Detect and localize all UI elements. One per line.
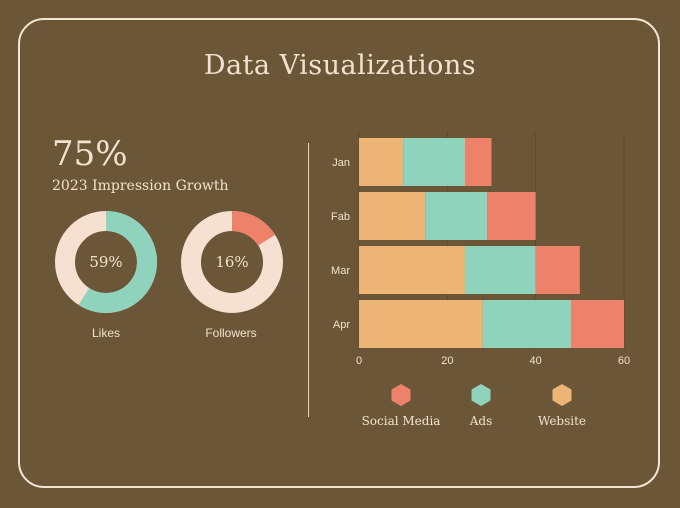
stacked-bar-chart: Jan Fab Mar Apr 0 20 40 60	[331, 132, 630, 367]
x-tick-label: 40	[530, 355, 542, 367]
likes-donut-value: 59%	[89, 253, 123, 271]
card-frame	[18, 18, 660, 488]
legend-label: Ads	[469, 414, 493, 428]
hexagon-icon	[471, 384, 491, 406]
kpi-label: 2023 Impression Growth	[52, 178, 229, 194]
followers-donut-svg	[181, 211, 283, 313]
y-tick-label: Mar	[331, 265, 350, 277]
followers-donut-arc	[181, 211, 283, 313]
followers-donut-value: 16%	[215, 253, 249, 271]
likes-donut: 59%	[54, 210, 158, 314]
bar-website-fab	[359, 192, 426, 240]
legend-item-ads: Ads	[436, 384, 526, 428]
y-tick-label: Fab	[331, 211, 350, 223]
bar-social-media-jan	[465, 138, 492, 186]
bar-social-media-mar	[535, 246, 580, 294]
hexagon-icon	[391, 384, 411, 406]
likes-donut-svg	[55, 211, 157, 313]
bar-social-media-fab	[487, 192, 536, 240]
x-tick-label: 0	[356, 355, 362, 367]
bar-website-apr	[359, 300, 483, 348]
bar-website-jan	[359, 138, 404, 186]
y-tick-label: Apr	[333, 319, 350, 331]
x-tick-label: 60	[618, 355, 630, 367]
bar-website-mar	[359, 246, 465, 294]
kpi-value: 75%	[52, 134, 128, 174]
legend-item-social-media: Social Media	[356, 384, 446, 428]
likes-caption: Likes	[91, 326, 120, 340]
bar-ads-fab	[425, 192, 488, 240]
vertical-divider	[308, 143, 309, 417]
bar-ads-apr	[482, 300, 571, 348]
legend-item-website: Website	[517, 384, 607, 428]
bar-social-media-apr	[571, 300, 624, 348]
likes-donut-arc	[55, 211, 157, 313]
hexagon-icon	[552, 384, 572, 406]
x-tick-label: 20	[441, 355, 453, 367]
legend-label: Social Media	[361, 414, 441, 428]
bar-ads-mar	[465, 246, 536, 294]
legend-label: Website	[537, 414, 587, 428]
y-tick-label: Jan	[332, 157, 350, 169]
page-title: Data Visualizations	[203, 50, 477, 81]
followers-donut: 16%	[180, 210, 284, 314]
followers-caption: Followers	[205, 326, 257, 340]
bar-ads-jan	[403, 138, 465, 186]
